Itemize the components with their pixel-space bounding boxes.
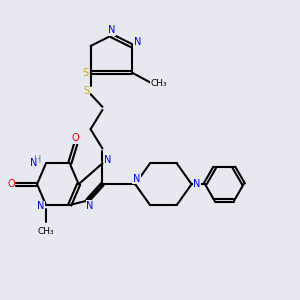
Text: O: O: [7, 179, 15, 189]
Text: N: N: [104, 155, 112, 165]
Text: N: N: [37, 202, 44, 212]
Text: N: N: [133, 174, 140, 184]
Text: S: S: [83, 85, 89, 96]
Text: N: N: [193, 179, 201, 189]
Text: N: N: [108, 25, 115, 35]
Text: CH₃: CH₃: [151, 79, 167, 88]
Text: H: H: [34, 155, 41, 165]
Text: S: S: [82, 68, 88, 78]
Text: N: N: [86, 201, 94, 211]
Text: N: N: [30, 158, 38, 168]
Text: N: N: [134, 38, 141, 47]
Text: CH₃: CH₃: [38, 226, 54, 236]
Text: O: O: [72, 133, 80, 143]
